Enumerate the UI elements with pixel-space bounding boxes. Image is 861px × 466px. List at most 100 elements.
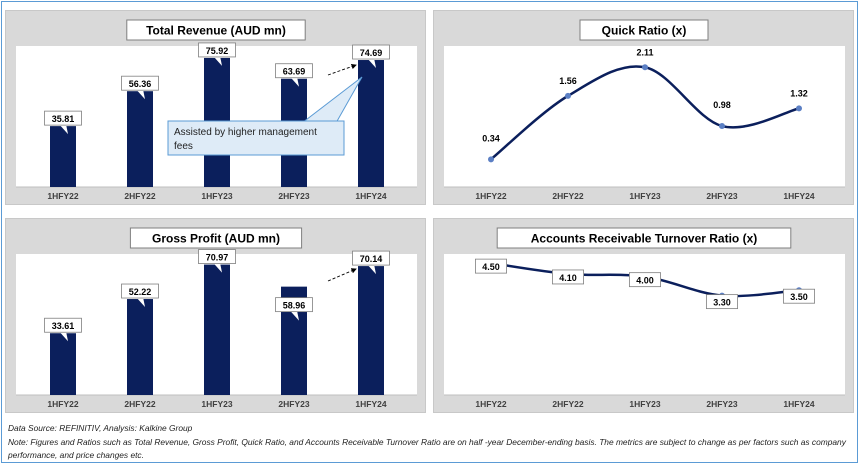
line-data-label-box (782, 288, 815, 304)
ar-turnover-chart-svg: Accounts Receivable Turnover Ratio (x) 4.… (444, 227, 845, 409)
bar-data-label: 75.92 (206, 46, 229, 56)
trend-arrow (327, 268, 357, 282)
x-tick-label: 2HFY23 (706, 191, 737, 201)
data-label-pointer (290, 76, 299, 87)
total-revenue-chart-svg: Total Revenue (AUD mn) 35.81 56.36 75.92 63.… (16, 19, 417, 201)
line-data-label-box (475, 258, 508, 274)
x-tick-label: 2HFY22 (552, 191, 583, 201)
x-tick-label: 1HFY22 (47, 399, 78, 409)
x-tick-label: 1HFY22 (475, 399, 506, 409)
annotation-text-line-2: fees (174, 141, 193, 152)
bar (358, 266, 384, 395)
x-tick-label: 1HFY24 (355, 191, 386, 201)
chart-title: Accounts Receivable Turnover Ratio (x) (531, 232, 758, 246)
bar-data-label: 35.81 (52, 114, 75, 124)
line-data-label: 4.10 (559, 273, 577, 283)
bar (127, 91, 153, 187)
bar-data-label-box (275, 297, 313, 313)
quick-ratio-chart: Quick Ratio (x) 0.34 1.56 2.11 0.98 1.32 1HFY2… (433, 10, 854, 205)
data-label-pointer (59, 331, 68, 342)
line-data-label-box (552, 269, 585, 285)
bar-data-label-box (198, 249, 236, 264)
chart-title-box (579, 19, 709, 41)
data-point (565, 92, 571, 99)
data-point (719, 123, 725, 130)
data-label-pointer (59, 124, 68, 135)
line-data-label: 0.34 (482, 133, 500, 143)
bar-data-label: 74.69 (360, 48, 383, 58)
bar-data-label-box (121, 283, 159, 299)
data-point (488, 156, 494, 163)
bar-data-label-box (44, 110, 82, 126)
x-tick-label: 2HFY22 (124, 191, 155, 201)
x-tick-label: 1HFY22 (47, 191, 78, 201)
x-tick-label: 2HFY22 (124, 399, 155, 409)
line-data-label: 3.50 (790, 292, 808, 302)
x-tick-label: 1HFY24 (783, 399, 814, 409)
bar-data-label-box (275, 63, 313, 79)
x-tick-label: 1HFY22 (475, 191, 506, 201)
bar-data-label: 58.96 (283, 301, 306, 311)
bar (204, 264, 230, 395)
bar-data-label-box (352, 250, 390, 266)
data-point (796, 105, 802, 112)
data-label-pointer (136, 297, 145, 308)
bar-data-label: 33.61 (52, 321, 75, 331)
x-tick-label: 2HFY23 (278, 399, 309, 409)
bar-data-label-box (352, 44, 390, 60)
total-revenue-chart: Total Revenue (AUD mn) 35.81 56.36 75.92 63.… (5, 10, 426, 205)
annotation-callout-seam (303, 122, 335, 124)
chart-title-box (496, 227, 792, 249)
ar-turnover-chart: Accounts Receivable Turnover Ratio (x) 4.… (433, 218, 854, 413)
chart-title-box (126, 19, 306, 41)
data-label-pointer (367, 264, 376, 275)
line-data-label: 2.11 (636, 47, 653, 57)
data-source-note: Data Source: REFINITIV, Analysis: Kalkin… (8, 423, 193, 433)
chart-title: Quick Ratio (x) (602, 24, 687, 38)
chart-title: Gross Profit (AUD mn) (152, 232, 280, 246)
gross-profit-chart: Gross Profit (AUD mn) 33.61 52.22 70.97 58.9… (5, 218, 426, 413)
line-data-label: 1.32 (790, 88, 808, 98)
bar (50, 333, 76, 395)
x-tick-label: 1HFY24 (783, 191, 814, 201)
line-data-label-box (628, 272, 661, 288)
quick-ratio-chart-svg: Quick Ratio (x) 0.34 1.56 2.11 0.98 1.32 1HFY2… (444, 19, 845, 201)
line-data-label: 4.50 (482, 262, 500, 272)
bar-data-label-box (121, 75, 159, 91)
bar-data-label: 52.22 (129, 287, 152, 297)
bar-data-label-box (198, 42, 236, 58)
chart-title-box (129, 227, 303, 249)
data-label-pointer (290, 310, 299, 321)
chart-title: Total Revenue (AUD mn) (146, 24, 286, 38)
data-label-pointer (367, 58, 376, 69)
bar-data-label: 56.36 (129, 79, 152, 89)
x-tick-label: 1HFY23 (201, 399, 232, 409)
data-label-pointer (213, 55, 222, 66)
bar-data-label-box (44, 317, 82, 333)
x-tick-label: 2HFY23 (706, 399, 737, 409)
data-label-pointer (213, 262, 222, 273)
bar (358, 60, 384, 187)
bar (50, 126, 76, 187)
bar-data-label: 70.97 (206, 253, 229, 263)
x-tick-label: 2HFY23 (278, 191, 309, 201)
line-data-label: 1.56 (559, 76, 577, 86)
methodology-note: Note: Figures and Ratios such as Total R… (8, 437, 846, 460)
line-data-label: 4.00 (636, 276, 654, 286)
data-point (642, 64, 648, 71)
x-tick-label: 2HFY22 (552, 399, 583, 409)
x-tick-label: 1HFY23 (629, 191, 660, 201)
x-tick-label: 1HFY24 (355, 399, 386, 409)
data-label-pointer (136, 89, 145, 100)
line-data-label-box (705, 294, 738, 310)
line-data-label: 0.98 (713, 100, 731, 110)
x-tick-label: 1HFY23 (201, 191, 232, 201)
line-data-label: 3.30 (713, 298, 731, 308)
gross-profit-chart-svg: Gross Profit (AUD mn) 33.61 52.22 70.97 58.9… (16, 227, 417, 409)
bar-data-label: 70.14 (360, 254, 383, 264)
annotation-text-line-1: Assisted by higher management (174, 127, 317, 138)
bar (127, 299, 153, 395)
annotation-callout-box (167, 120, 345, 156)
bar-data-label: 63.69 (283, 67, 306, 77)
x-tick-label: 1HFY23 (629, 399, 660, 409)
